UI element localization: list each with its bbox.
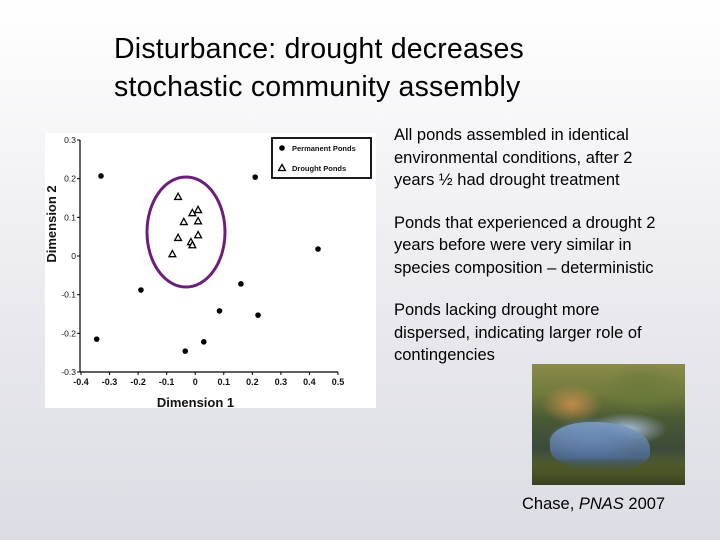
drought-pond-point: [193, 205, 203, 214]
permanent-pond-point: [315, 246, 321, 252]
y-tick-label: -0.1: [61, 290, 76, 300]
y-tick-label: 0: [71, 251, 76, 261]
permanent-pond-point: [252, 174, 258, 180]
x-tick-label: 0.4: [303, 377, 316, 387]
drought-pond-point: [187, 240, 197, 249]
x-tick-label: -0.3: [102, 377, 118, 387]
legend-label-permanent: Permanent Ponds: [292, 144, 356, 153]
drought-pond-point: [179, 217, 189, 226]
x-tick-label: 0: [193, 377, 198, 387]
permanent-pond-point: [238, 281, 244, 287]
drought-pond-point: [167, 249, 177, 258]
legend-triangle-icon: [277, 163, 287, 172]
x-tick-label: 0.1: [218, 377, 231, 387]
permanent-pond-point: [182, 348, 189, 354]
drought-pond-point: [173, 191, 183, 201]
x-tick-label: -0.2: [130, 377, 146, 387]
bullet-identical-conditions: All ponds assembled in identical environ…: [394, 126, 633, 189]
drought-cluster-ellipse-shape: [145, 175, 227, 289]
drought-cluster-ellipse: [145, 175, 227, 289]
pond-photo: [532, 364, 685, 485]
x-tick-label: -0.4: [73, 377, 89, 387]
x-tick-label: 0.2: [246, 377, 259, 387]
legend-circle-icon: [279, 145, 285, 151]
citation-year: 2007: [623, 495, 666, 513]
y-tick-label: -0.3: [61, 367, 76, 377]
y-tick-label: -0.2: [61, 328, 76, 338]
permanent-pond-point: [216, 308, 223, 314]
y-tick-label: 0.2: [64, 174, 76, 184]
title-line-2: stochastic community assembly: [114, 71, 521, 103]
permanent-pond-point: [200, 339, 207, 345]
bullet-list: All ponds assembled in identical environ…: [394, 124, 704, 387]
permanent-pond-point: [93, 336, 100, 342]
x-tick-label: -0.1: [159, 377, 175, 387]
bullet-contingencies: Ponds lacking drought more dispersed, in…: [394, 301, 642, 364]
title-line-1: Disturbance: drought decreases: [114, 33, 524, 65]
drought-pond-point: [173, 232, 183, 242]
legend-box: [271, 137, 372, 179]
x-tick-label: 0.5: [332, 377, 345, 387]
bullet-deterministic: Ponds that experienced a drought 2 years…: [394, 213, 656, 277]
citation-journal: PNAS: [578, 495, 624, 513]
permanent-pond-point: [138, 287, 144, 293]
pond-foliage: [532, 459, 685, 485]
nmds-scatter-chart: -0.4 -0.3 -0.2 -0.1 0 0.1 0.2 0.3 0.4 0.5 0.3 0.2 0.…: [44, 133, 376, 410]
citation-author: Chase,: [522, 495, 579, 513]
permanent-pond-point: [98, 173, 104, 179]
data-points: [93, 173, 321, 354]
y-tick-label: 0.1: [64, 212, 76, 222]
y-axis-label: Dimension 2: [44, 185, 59, 262]
permanent-pond-point: [255, 312, 261, 318]
x-axis-label: Dimension 1: [157, 395, 234, 410]
drought-pond-point: [193, 230, 203, 239]
drought-pond-point: [193, 216, 203, 225]
chart-legend: Permanent Ponds Drought Ponds: [271, 137, 372, 179]
x-tick-label: 0.3: [275, 377, 288, 387]
y-tick-label: 0.3: [64, 135, 76, 145]
chart-axes: -0.4 -0.3 -0.2 -0.1 0 0.1 0.2 0.3 0.4 0.50.30.20.…: [44, 135, 344, 410]
slide-title: Disturbance: drought decreases stochasti…: [114, 30, 674, 106]
citation-caption: Chase, PNAS 2007: [522, 494, 665, 514]
legend-label-drought: Drought Ponds: [292, 164, 346, 173]
